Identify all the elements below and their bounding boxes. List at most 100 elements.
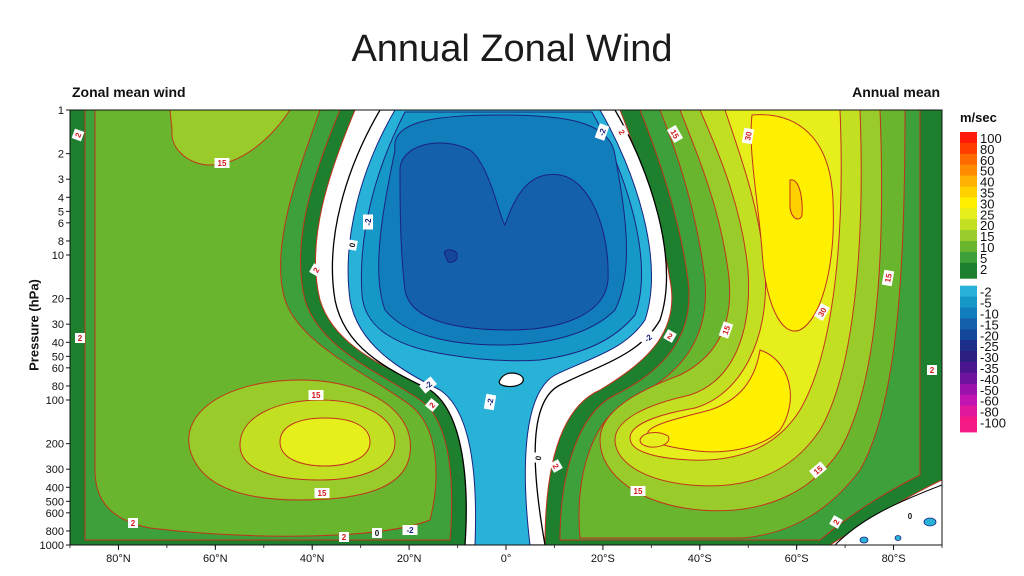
contour-label-bg (718, 321, 734, 339)
contour-label-text: 0 (908, 512, 913, 521)
contour-label-text: 2 (831, 518, 841, 527)
colorbar-label: -50 (980, 383, 999, 398)
y-tick-label: 10 (52, 250, 64, 262)
contour-label-text: 2 (666, 331, 675, 341)
colorbar-swatch (960, 262, 977, 279)
sh-neg-speck-2 (859, 536, 869, 544)
contour-label: 15 (214, 158, 230, 168)
colorbar-label: 50 (980, 164, 994, 179)
contour-label: -2 (402, 525, 418, 535)
colorbar-label: -35 (980, 361, 999, 376)
contour-label-text: 2 (617, 128, 627, 137)
contour-label-bg (639, 329, 657, 347)
colorbar-label: 10 (980, 240, 994, 255)
contour-label-text: 15 (318, 489, 327, 498)
y-tick-label: 1 (58, 105, 64, 117)
x-tick-label: 60°N (203, 553, 228, 565)
tropics-region-neg20 (443, 249, 458, 263)
contour-label: 2 (339, 532, 349, 542)
contour-label-bg (549, 459, 563, 473)
colorbar-label: 5 (980, 251, 987, 266)
contour-labels: 2 15 2 2 15 15 2 2 -2 0 -2 2 -2 0 -2 0 2 -2 2 15 30 -2 2 15 30 15… (71, 123, 937, 542)
y-tick-label: 60 (52, 363, 64, 375)
x-tick-label: 20°S (591, 553, 615, 565)
sh-region-25-jet (639, 432, 670, 448)
y-tick-label: 8 (58, 236, 64, 248)
contour-label-text: 15 (218, 159, 227, 168)
contour-label: 15 (308, 390, 324, 400)
contour-label: 2 (549, 459, 563, 473)
contour-label-bg (829, 515, 843, 529)
y-tick-label: 2 (58, 149, 64, 161)
colorbar-label: -60 (980, 394, 999, 409)
x-tick-label: 80°N (106, 553, 131, 565)
nh-region-15-upper (169, 110, 291, 166)
contour-label-bg (128, 518, 138, 528)
contour-label-text: 2 (551, 462, 561, 471)
contour-label-bg (905, 511, 915, 521)
contour-label: 15 (666, 125, 684, 143)
y-tick-label: 1000 (40, 540, 64, 552)
colorbar-label: 25 (980, 207, 994, 222)
contour-label: 0 (532, 452, 544, 464)
plot-area (70, 110, 942, 545)
y-tick-label: 40 (52, 337, 64, 349)
contour-label-bg (346, 239, 358, 251)
y-tick-label: 6 (58, 218, 64, 230)
contour-label-text: 2 (428, 400, 438, 410)
y-tick-label: 5 (58, 206, 64, 218)
sh-region-30 (750, 114, 834, 332)
contour-label-bg (813, 303, 831, 321)
contour-label-text: -2 (485, 397, 495, 406)
contour-label-text: -2 (643, 332, 655, 344)
contour-label-bg (419, 376, 437, 394)
y-tick-label: 300 (46, 464, 64, 476)
contour-label-bg (615, 125, 629, 139)
contour-label-text: 15 (721, 324, 733, 336)
colorbar-label: 80 (980, 142, 994, 157)
contour-label-bg (214, 158, 230, 168)
contour-label-bg (402, 525, 418, 535)
sh-region-35 (789, 179, 803, 220)
y-tick-label: 4 (58, 192, 64, 204)
x-tick-label: 20°N (397, 553, 422, 565)
contour-label-text: 2 (342, 533, 347, 542)
contour-label-text: 15 (634, 487, 643, 496)
contour-label: 0 (905, 511, 915, 521)
contour-label-text: -2 (597, 127, 608, 137)
contour-label: 15 (314, 488, 330, 498)
y-tick-label: 100 (46, 395, 64, 407)
contour-label-text: -2 (364, 218, 373, 226)
y-tick-label: 30 (52, 319, 64, 331)
colorbar-label: -20 (980, 328, 999, 343)
chart-right-title: Annual mean (852, 84, 940, 100)
contour-label: -2 (419, 376, 437, 394)
contour-label-bg (663, 329, 677, 343)
colorbar-label: 100 (980, 131, 1002, 146)
contour-label-bg (314, 488, 330, 498)
x-tick-label: 60°S (785, 553, 809, 565)
y-tick-label: 400 (46, 482, 64, 494)
contour-label: 2 (663, 329, 677, 343)
contour-label: -2 (639, 329, 657, 347)
contour-label: 0 (346, 239, 358, 251)
sh-neg-speck-3 (894, 535, 902, 541)
colorbar-label: 15 (980, 229, 994, 244)
contour-label-text: 15 (312, 391, 321, 400)
contour-label: 15 (718, 321, 734, 339)
contour-label-text: 0 (534, 455, 544, 461)
contour-label-bg (666, 125, 684, 143)
contour-label-text: -2 (423, 379, 435, 391)
chart-left-title: Zonal mean wind (72, 84, 186, 100)
contour-label-bg (809, 461, 827, 479)
contour-label-bg (424, 397, 440, 413)
contour-label-bg (532, 452, 544, 464)
contour-label-bg (741, 127, 755, 145)
contour-label-bg (881, 269, 895, 287)
contour-label: 2 (75, 333, 85, 343)
slide-title: Annual Zonal Wind (351, 28, 673, 70)
colorbar-label: 30 (980, 196, 994, 211)
